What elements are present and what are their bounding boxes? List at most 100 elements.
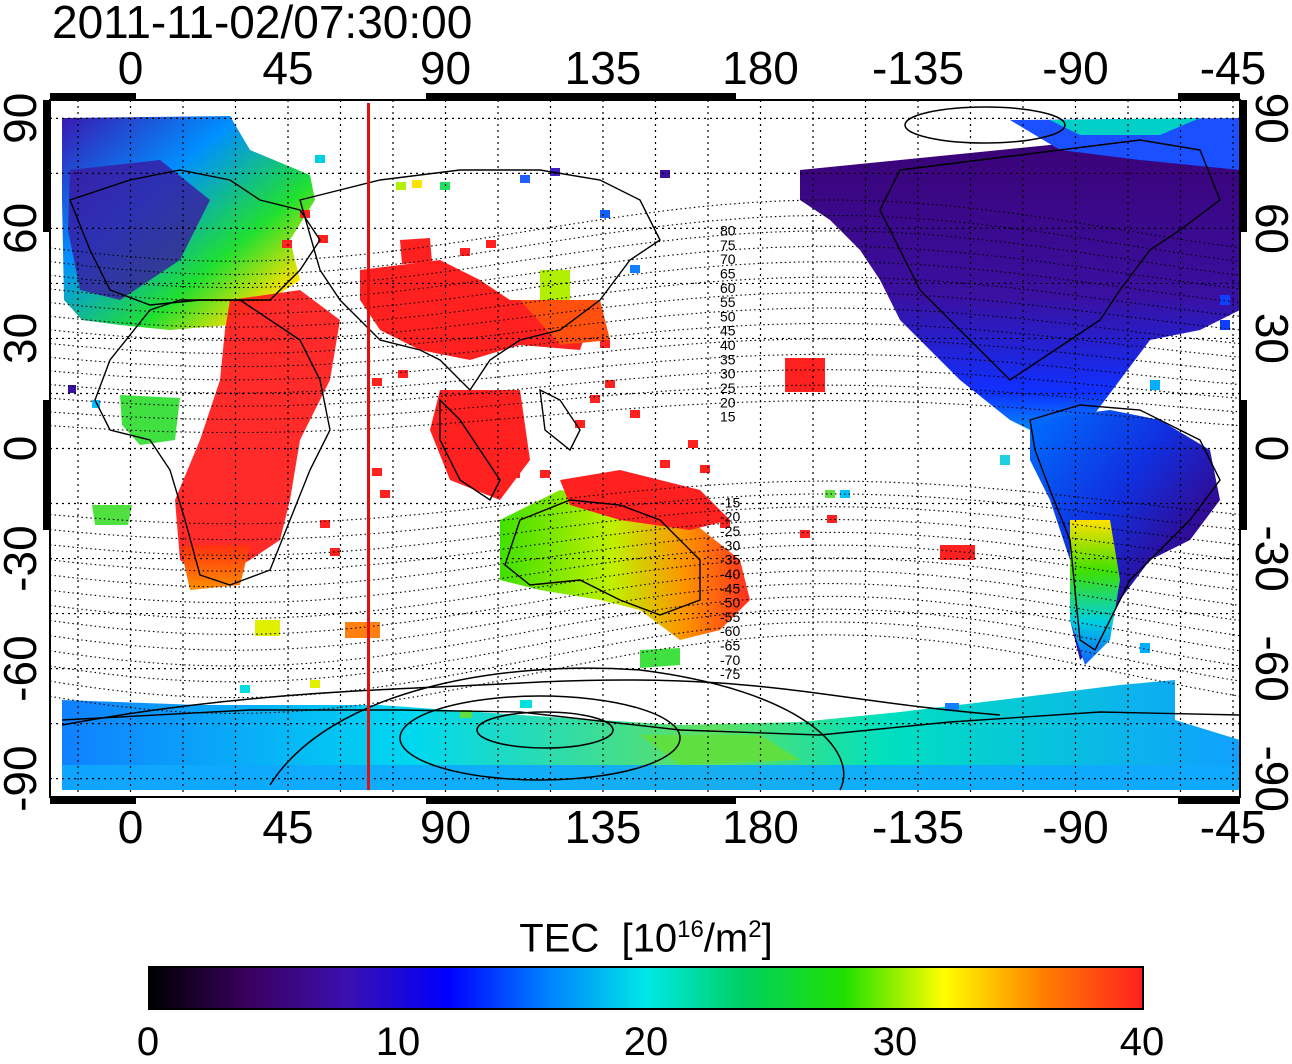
mlat-contour bbox=[50, 480, 1240, 525]
mlat-label: 15 bbox=[720, 409, 736, 425]
lat-tick-label-right: -60 bbox=[1246, 635, 1292, 701]
lon-tick-label-bottom: -135 bbox=[872, 801, 964, 853]
mlat-contour bbox=[50, 292, 1240, 341]
lon-tick-label-top: -45 bbox=[1200, 42, 1266, 94]
colorbar-unit-end: ] bbox=[761, 916, 773, 961]
lat-tick-label-left: -30 bbox=[0, 525, 46, 591]
mlat-label: 35 bbox=[720, 351, 736, 367]
mlat-label: 20 bbox=[720, 394, 736, 410]
mlat-label: -70 bbox=[720, 652, 740, 668]
lat-tick-label-right: 60 bbox=[1246, 203, 1292, 254]
mlat-label: 60 bbox=[720, 280, 736, 296]
lon-tick-label-top: 45 bbox=[262, 42, 313, 94]
mlat-contour bbox=[50, 595, 1240, 667]
lat-tick-label-right: 0 bbox=[1246, 436, 1292, 462]
lat-tick-label-left: 30 bbox=[0, 313, 46, 364]
mlat-label: -55 bbox=[720, 609, 740, 625]
lon-tick-label-bottom: -45 bbox=[1200, 801, 1266, 853]
lon-tick-label-bottom: 45 bbox=[262, 801, 313, 853]
mlat-label: -25 bbox=[720, 523, 740, 539]
mlat-contour bbox=[50, 261, 1240, 315]
colorbar-tick-label: 10 bbox=[375, 1020, 421, 1064]
tec-map: 8075706560555045403530252015-15-20-25-30… bbox=[0, 42, 1292, 853]
tec-region-north-america bbox=[800, 120, 1240, 440]
lat-tick-label-right: 90 bbox=[1246, 93, 1292, 144]
lat-tick-label-left: -60 bbox=[0, 635, 46, 701]
mlat-label: -60 bbox=[720, 623, 740, 639]
lat-tick-label-left: 0 bbox=[0, 436, 46, 462]
lon-tick-label-bottom: 0 bbox=[118, 801, 144, 853]
mlat-label: -30 bbox=[720, 537, 740, 553]
lon-tick-label-top: -135 bbox=[872, 42, 964, 94]
mlat-contour bbox=[50, 214, 1240, 275]
mlat-label: 70 bbox=[720, 251, 736, 267]
mlat-label: 80 bbox=[720, 223, 736, 239]
mlat-label: -50 bbox=[720, 595, 740, 611]
lon-tick-label-bottom: -90 bbox=[1042, 801, 1108, 853]
lat-tick-label-left: 90 bbox=[0, 93, 46, 144]
mlat-contour bbox=[50, 583, 1240, 651]
lat-tick-label-left: -90 bbox=[0, 745, 46, 811]
mlat-contour bbox=[50, 276, 1240, 328]
mlat-label: 45 bbox=[720, 323, 736, 339]
mlat-label: -40 bbox=[720, 566, 740, 582]
mlat-contour bbox=[50, 493, 1240, 541]
mlat-label: -15 bbox=[720, 494, 740, 510]
lon-tick-label-bottom: 135 bbox=[565, 801, 642, 853]
lon-tick-label-top: -90 bbox=[1042, 42, 1108, 94]
mlat-contour bbox=[50, 608, 1240, 683]
mlat-label: 25 bbox=[720, 380, 736, 396]
lat-tick-label-right: 30 bbox=[1246, 313, 1292, 364]
colorbar-unit-exponent-2: 2 bbox=[748, 916, 762, 943]
lon-tick-label-top: 0 bbox=[118, 42, 144, 94]
latitude-labels-left: 90 60 30 0 -30 -60 -90 bbox=[0, 93, 46, 812]
mlat-contour bbox=[50, 400, 1240, 434]
mlat-contour bbox=[50, 307, 1240, 355]
mlat-label: -45 bbox=[720, 580, 740, 596]
mlat-contour bbox=[50, 230, 1240, 289]
mlat-label: -20 bbox=[720, 509, 740, 525]
mlat-contour bbox=[50, 634, 1240, 714]
mlat-contour bbox=[50, 518, 1240, 572]
tec-region-africa bbox=[175, 290, 340, 580]
tec-region-asia bbox=[360, 260, 590, 360]
longitude-labels-bottom: 0 45 90 135 180 -135 -90 -45 bbox=[118, 801, 1267, 853]
lat-tick-label-right: -90 bbox=[1246, 745, 1292, 811]
lon-tick-label-top: 135 bbox=[565, 42, 642, 94]
mlat-contour bbox=[50, 338, 1240, 381]
lat-tick-label-left: 60 bbox=[0, 203, 46, 254]
coastlines bbox=[61, 139, 1240, 736]
tec-region-south-america bbox=[1030, 410, 1220, 660]
colorbar-tick-label: 30 bbox=[872, 1020, 918, 1064]
mlat-contour bbox=[50, 506, 1240, 556]
lon-tick-label-bottom: 90 bbox=[420, 801, 471, 853]
mlat-label: 50 bbox=[720, 308, 736, 324]
mlat-contour bbox=[50, 621, 1240, 699]
south-magnetic-pole-contours bbox=[61, 106, 1066, 791]
colorbar-tick-label: 40 bbox=[1119, 1020, 1165, 1064]
tec-data-layer bbox=[62, 116, 1240, 790]
mlat-contour bbox=[50, 570, 1240, 635]
colorbar-unit-mid: /m bbox=[703, 916, 749, 961]
colorbar-unit-base: [10 bbox=[621, 916, 678, 961]
mlat-label: 40 bbox=[720, 337, 736, 353]
lon-tick-label-top: 180 bbox=[722, 42, 799, 94]
mlat-contour bbox=[50, 557, 1240, 620]
lon-tick-label-bottom: 180 bbox=[722, 801, 799, 853]
tec-region-europe-core bbox=[68, 160, 210, 300]
colorbar-tick-label: 0 bbox=[136, 1020, 160, 1064]
mlat-label: -65 bbox=[720, 638, 740, 654]
mlat-label: 55 bbox=[720, 294, 736, 310]
mlat-contour bbox=[50, 353, 1240, 394]
lon-tick-label-top: 90 bbox=[420, 42, 471, 94]
mlat-contour bbox=[50, 544, 1240, 604]
mlat-label: 75 bbox=[720, 237, 736, 253]
lat-tick-label-right: -30 bbox=[1246, 525, 1292, 591]
colorbar-title: TEC [1016/m2] bbox=[0, 906, 1292, 962]
latitude-labels-right: 90 60 30 0 -30 -60 -90 bbox=[1246, 93, 1292, 812]
tec-region-africa-south bbox=[180, 545, 250, 590]
longitude-labels-top: 0 45 90 135 180 -135 -90 -45 bbox=[118, 42, 1267, 94]
colorbar bbox=[148, 966, 1144, 1010]
mlat-label: -35 bbox=[720, 552, 740, 568]
